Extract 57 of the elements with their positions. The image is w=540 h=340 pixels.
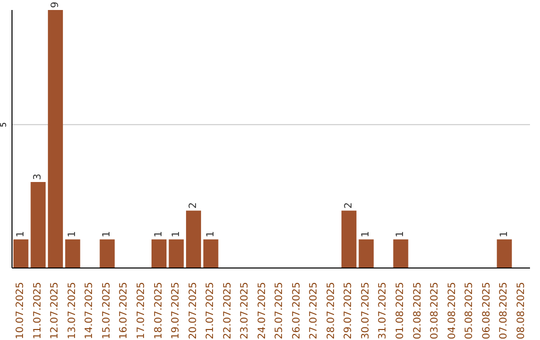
bar (13, 239, 28, 268)
data-label: 1 (67, 230, 78, 238)
x-tick-label: 28.07.2025 (326, 282, 337, 340)
bar (203, 239, 218, 268)
bar (30, 182, 46, 268)
bar (152, 239, 167, 268)
bar (48, 10, 63, 268)
x-tick-label: 12.07.2025 (50, 282, 61, 340)
data-label: 1 (360, 230, 372, 238)
bar (100, 239, 115, 268)
data-label: 9 (50, 2, 61, 8)
x-tick-label: 25.07.2025 (274, 282, 286, 340)
x-tick-label: 17.07.2025 (136, 282, 147, 340)
data-label: 2 (188, 202, 200, 209)
data-label: 1 (154, 230, 165, 238)
bar (358, 239, 374, 268)
x-tick-label: 24.07.2025 (256, 282, 268, 340)
bar (65, 239, 80, 268)
x-tick-label: 03.08.2025 (430, 282, 441, 340)
x-tick-label: 30.07.2025 (360, 282, 372, 340)
bar (186, 210, 202, 268)
x-tick-label: 26.07.2025 (291, 282, 302, 340)
bar (393, 239, 408, 268)
x-tick-label: 29.07.2025 (343, 282, 354, 340)
x-tick-label: 01.08.2025 (395, 282, 406, 340)
data-label: 3 (32, 174, 44, 180)
x-tick-label: 21.07.2025 (205, 282, 216, 340)
x-tick-label: 10.07.2025 (15, 282, 26, 340)
x-tick-label: 11.07.2025 (32, 282, 44, 340)
x-tick-label: 19.07.2025 (170, 282, 182, 340)
x-tick-label: 05.08.2025 (464, 282, 476, 340)
x-tick-label: 23.07.2025 (240, 282, 251, 340)
bar (496, 239, 512, 268)
x-tick-label: 22.07.2025 (222, 282, 234, 340)
data-label: 1 (170, 230, 182, 238)
x-tick-label: 04.08.2025 (446, 282, 458, 340)
bar (168, 239, 184, 268)
x-tick-label: 15.07.2025 (101, 282, 112, 340)
x-tick-label: 31.07.2025 (378, 282, 389, 340)
x-tick-label: 20.07.2025 (188, 282, 199, 340)
data-label: 1 (205, 230, 216, 238)
x-tick-label: 16.07.2025 (118, 282, 130, 340)
x-tick-label: 08.08.2025 (516, 282, 527, 340)
bar (341, 210, 356, 268)
data-label: 1 (498, 230, 510, 238)
x-tick-label: 27.07.2025 (308, 282, 320, 340)
x-tick-label: 13.07.2025 (66, 282, 78, 340)
x-tick-label: 07.08.2025 (498, 282, 510, 340)
data-label: 1 (15, 230, 26, 238)
x-tick-label: 06.08.2025 (481, 282, 492, 340)
x-tick-label: 18.07.2025 (153, 282, 164, 340)
data-label: 2 (343, 202, 354, 209)
data-label: 1 (395, 230, 406, 238)
x-tick-label: 02.08.2025 (412, 282, 424, 340)
data-label: 1 (102, 230, 113, 238)
y-tick-label: 5 (0, 122, 8, 128)
x-tick-label: 14.07.2025 (84, 282, 96, 340)
